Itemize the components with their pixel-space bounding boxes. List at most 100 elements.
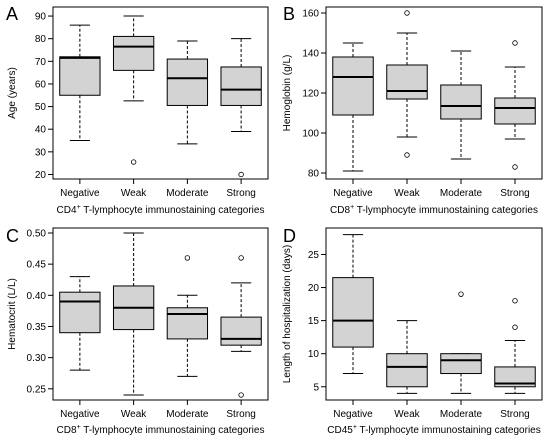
- y-tick-label-a: 50: [35, 102, 47, 113]
- y-tick-label-b: 120: [302, 89, 319, 100]
- y-tick-label-d: 20: [308, 283, 320, 294]
- box-b-negative: [332, 42, 374, 172]
- iqr-box: [59, 56, 101, 96]
- y-tick-label-c: 0.30: [27, 353, 47, 364]
- iqr-box: [494, 97, 536, 125]
- y-tick-label-c: 0.40: [27, 291, 47, 302]
- category-label-a: Negative: [60, 188, 100, 199]
- y-tick-label-d: 10: [308, 349, 320, 360]
- category-label-c: Weak: [121, 409, 147, 420]
- panel-b: B 80 100 120 140 160 Hemoglobin (g/L) Negative W…: [282, 4, 543, 216]
- x-axis-title-c: CD8+ T-lymphocyte immunostaining categor…: [57, 424, 265, 436]
- outlier-point: [512, 298, 518, 304]
- box-c-strong: [220, 255, 262, 398]
- panel-d: D 5 10 15 20 25 Length of hospitalization (day…: [282, 226, 543, 436]
- iqr-box: [440, 353, 482, 375]
- iqr-box: [166, 307, 209, 340]
- box-c-moderate: [166, 255, 209, 377]
- category-label-d: Moderate: [440, 409, 483, 420]
- outlier-point: [404, 10, 410, 16]
- plot-frame-d: [325, 227, 543, 401]
- box-d-strong: [494, 298, 536, 394]
- box-b-strong: [494, 40, 536, 170]
- category-label-c: Moderate: [166, 409, 209, 420]
- category-label-d: Negative: [333, 409, 373, 420]
- outlier-point: [512, 324, 518, 330]
- y-axis-title-b: Hemoglobin (g/L): [282, 55, 293, 132]
- iqr-box: [220, 316, 262, 346]
- x-axis-title-a: CD4+ T-lymphocyte immunostaining categor…: [57, 204, 265, 216]
- iqr-box: [112, 35, 155, 71]
- box-d-moderate: [440, 291, 482, 394]
- y-tick-label-c: 0.45: [27, 260, 47, 271]
- y-tick-label-b: 80: [308, 169, 320, 180]
- box-b-weak: [386, 10, 428, 158]
- iqr-box: [494, 366, 536, 388]
- iqr-box: [386, 353, 428, 388]
- category-label-a: Strong: [226, 188, 255, 199]
- y-tick-label-a: 20: [35, 170, 47, 181]
- y-tick-label-b: 100: [302, 129, 319, 140]
- iqr-box: [332, 56, 374, 116]
- outlier-point: [184, 255, 191, 261]
- y-tick-label-c: 0.35: [27, 322, 47, 333]
- x-axis-title-b: CD8+ T-lymphocyte immunostaining categor…: [330, 204, 538, 216]
- category-label-b: Weak: [394, 188, 420, 199]
- y-axis-title-a: Age (years): [7, 67, 18, 119]
- panel-letter-d: D: [283, 226, 296, 246]
- box-b-moderate: [440, 50, 482, 160]
- plot-frame-a: [52, 6, 269, 180]
- y-tick-label-d: 5: [313, 382, 319, 393]
- y-tick-label-a: 60: [35, 79, 47, 90]
- box-a-moderate: [166, 40, 209, 145]
- y-tick-label-a: 80: [35, 34, 47, 45]
- outlier-point: [238, 255, 244, 261]
- y-tick-label-a: 30: [35, 147, 47, 158]
- box-a-negative: [59, 24, 101, 142]
- box-c-negative: [59, 276, 101, 371]
- box-a-strong: [220, 38, 262, 178]
- category-label-c: Strong: [226, 409, 255, 420]
- panel-c: C 0.25 0.30 0.35 0.40 0.45 0.50 Hematocrit (L/L…: [6, 226, 269, 436]
- category-label-b: Strong: [500, 188, 529, 199]
- category-label-d: Strong: [500, 409, 529, 420]
- box-d-weak: [386, 320, 428, 394]
- outlier-point: [404, 152, 410, 158]
- category-label-d: Weak: [394, 409, 420, 420]
- outlier-point: [130, 159, 137, 165]
- category-label-a: Weak: [121, 188, 147, 199]
- panel-letter-a: A: [6, 4, 18, 24]
- category-label-b: Moderate: [440, 188, 483, 199]
- y-tick-label-c: 0.25: [27, 384, 47, 395]
- iqr-box: [59, 291, 101, 334]
- y-tick-label-a: 70: [35, 57, 47, 68]
- x-axis-title-d: CD45+ T-lymphocyte immunostaining catego…: [327, 424, 540, 436]
- y-axis-title-c: Hematocrit (L/L): [7, 278, 18, 350]
- box-a-weak: [112, 15, 155, 165]
- y-tick-label-b: 160: [302, 9, 319, 20]
- iqr-box: [166, 58, 209, 106]
- box-d-negative: [332, 234, 374, 375]
- panel-a: A 20 30 40 50 60 70 80 90 Age (years) Negative Weak…: [6, 4, 269, 216]
- y-tick-label-a: 40: [35, 125, 47, 136]
- category-label-c: Negative: [60, 409, 100, 420]
- panel-letter-c: C: [6, 226, 19, 246]
- y-tick-label-b: 140: [302, 49, 319, 60]
- category-label-b: Negative: [333, 188, 373, 199]
- y-tick-label-a: 90: [35, 12, 47, 23]
- outlier-point: [512, 40, 518, 46]
- iqr-box: [386, 64, 428, 100]
- panel-letter-b: B: [283, 4, 295, 24]
- outlier-point: [458, 291, 464, 297]
- y-tick-label-d: 25: [308, 250, 320, 261]
- y-axis-title-d: Length of hospitalization (days): [282, 245, 293, 383]
- category-label-a: Moderate: [166, 188, 209, 199]
- y-tick-label-c: 0.50: [27, 228, 47, 239]
- outlier-point: [238, 171, 244, 178]
- box-c-weak: [112, 232, 155, 396]
- iqr-box: [440, 84, 482, 120]
- plot-frame-c: [52, 227, 269, 401]
- iqr-box: [220, 66, 262, 106]
- outlier-point: [238, 392, 244, 398]
